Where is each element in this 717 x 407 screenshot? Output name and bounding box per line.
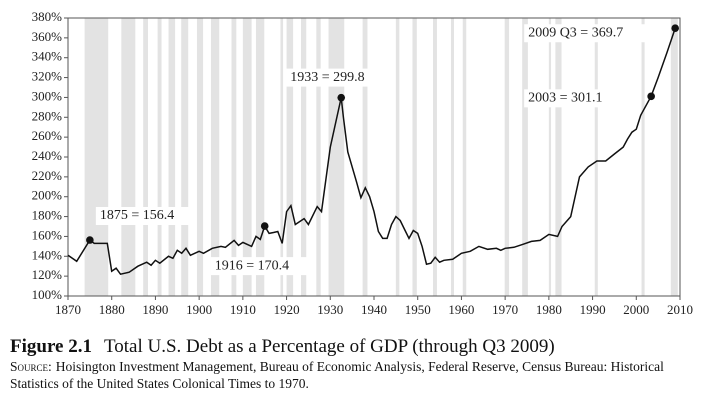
shaded-period [231,18,237,296]
shaded-period [395,18,400,296]
x-tick-label: 1920 [274,302,300,317]
x-tick-label: 1970 [492,302,518,317]
x-tick-label: 1940 [361,302,387,317]
y-tick-label: 380% [32,9,63,24]
shaded-period [84,18,109,296]
shaded-period [462,18,467,296]
shaded-period [196,18,204,296]
shaded-period [157,18,162,296]
annotation-dot [260,222,269,230]
annotation-dot [647,92,655,101]
x-tick-label: 1980 [536,302,562,317]
x-tick-label: 1910 [230,302,256,317]
source-text: Hoisington Investment Management, Bureau… [10,359,664,391]
chart: 100% 120% 140% 160% 180% 200% 220% 240% 260% 280%… [32,9,693,317]
y-tick-label: 140% [32,247,63,262]
shaded-period [286,18,294,296]
figure-label: Figure 2.1 [10,336,92,357]
caption-title-line: Figure 2.1 Total U.S. Debt as a Percentag… [10,336,710,358]
figure-title: Total U.S. Debt as a Percentage of GDP (… [103,336,555,357]
x-tick-label: 1990 [580,302,606,317]
annotation-label: 2009 Q3 = 369.7 [528,25,623,40]
x-tick-label: 1900 [186,302,212,317]
annotation-bg [95,207,196,226]
y-tick-label: 260% [32,128,63,143]
y-tick-label: 340% [32,49,63,64]
y-tick-label: 100% [32,287,63,302]
x-tick-label: 1960 [448,302,474,317]
y-tick-label: 160% [32,227,63,242]
annotation-label: 2003 = 301.1 [528,91,602,106]
annotation-dot [337,93,346,102]
shaded-period [362,18,368,296]
shaded-period [522,18,528,296]
y-tick-label: 300% [32,88,63,103]
y-tick-label: 280% [32,108,63,123]
y-tick-label: 320% [32,69,63,84]
annotation-bg [524,89,624,108]
y-tick-label: 200% [32,188,63,203]
shaded-period [316,18,321,296]
shaded-period [121,18,136,296]
shaded-period [555,18,562,296]
annotation-dot [86,236,94,244]
annotation-dot [671,24,679,33]
shaded-period [143,18,148,296]
shaded-period [433,18,437,296]
annotation-bg [524,24,647,43]
shaded-period [504,18,510,296]
shaded-period [210,18,220,296]
y-tick-label: 220% [32,168,63,183]
x-tick-label: 1930 [317,302,343,317]
source-label: Source: [10,359,52,374]
shaded-period [242,18,252,296]
annotation-bg [286,68,386,87]
annotation-bg [210,257,310,276]
x-tick-label: 2000 [623,302,649,317]
annotation-label: 1916 = 170.4 [215,258,289,273]
annotation-label: 1933 = 299.8 [290,70,364,85]
x-tick-label: 1880 [99,302,125,317]
y-tick-label: 120% [32,267,63,282]
shaded-period [181,18,189,296]
shaded-period [412,18,417,296]
shaded-period [300,18,307,296]
x-tick-label: 1890 [142,302,168,317]
x-tick-label: 1870 [55,302,81,317]
annotation-label: 1875 = 156.4 [100,208,174,223]
caption: Figure 2.1 Total U.S. Debt as a Percentag… [10,336,710,392]
shaded-period [641,18,645,296]
shaded-period [670,18,678,296]
shaded-period [548,18,552,296]
y-tick-label: 360% [32,29,63,44]
source-line: Source: Hoisington Investment Management,… [10,358,710,392]
y-tick-label: 240% [32,148,63,163]
shaded-period [280,18,284,296]
shaded-period [255,18,265,296]
shaded-period [168,18,176,296]
shaded-period [450,18,454,296]
shaded-period [328,18,345,296]
y-tick-label: 180% [32,208,63,223]
x-tick-label: 1950 [405,302,431,317]
x-tick-label: 2010 [667,302,693,317]
shaded-period [594,18,598,296]
line [67,27,676,276]
